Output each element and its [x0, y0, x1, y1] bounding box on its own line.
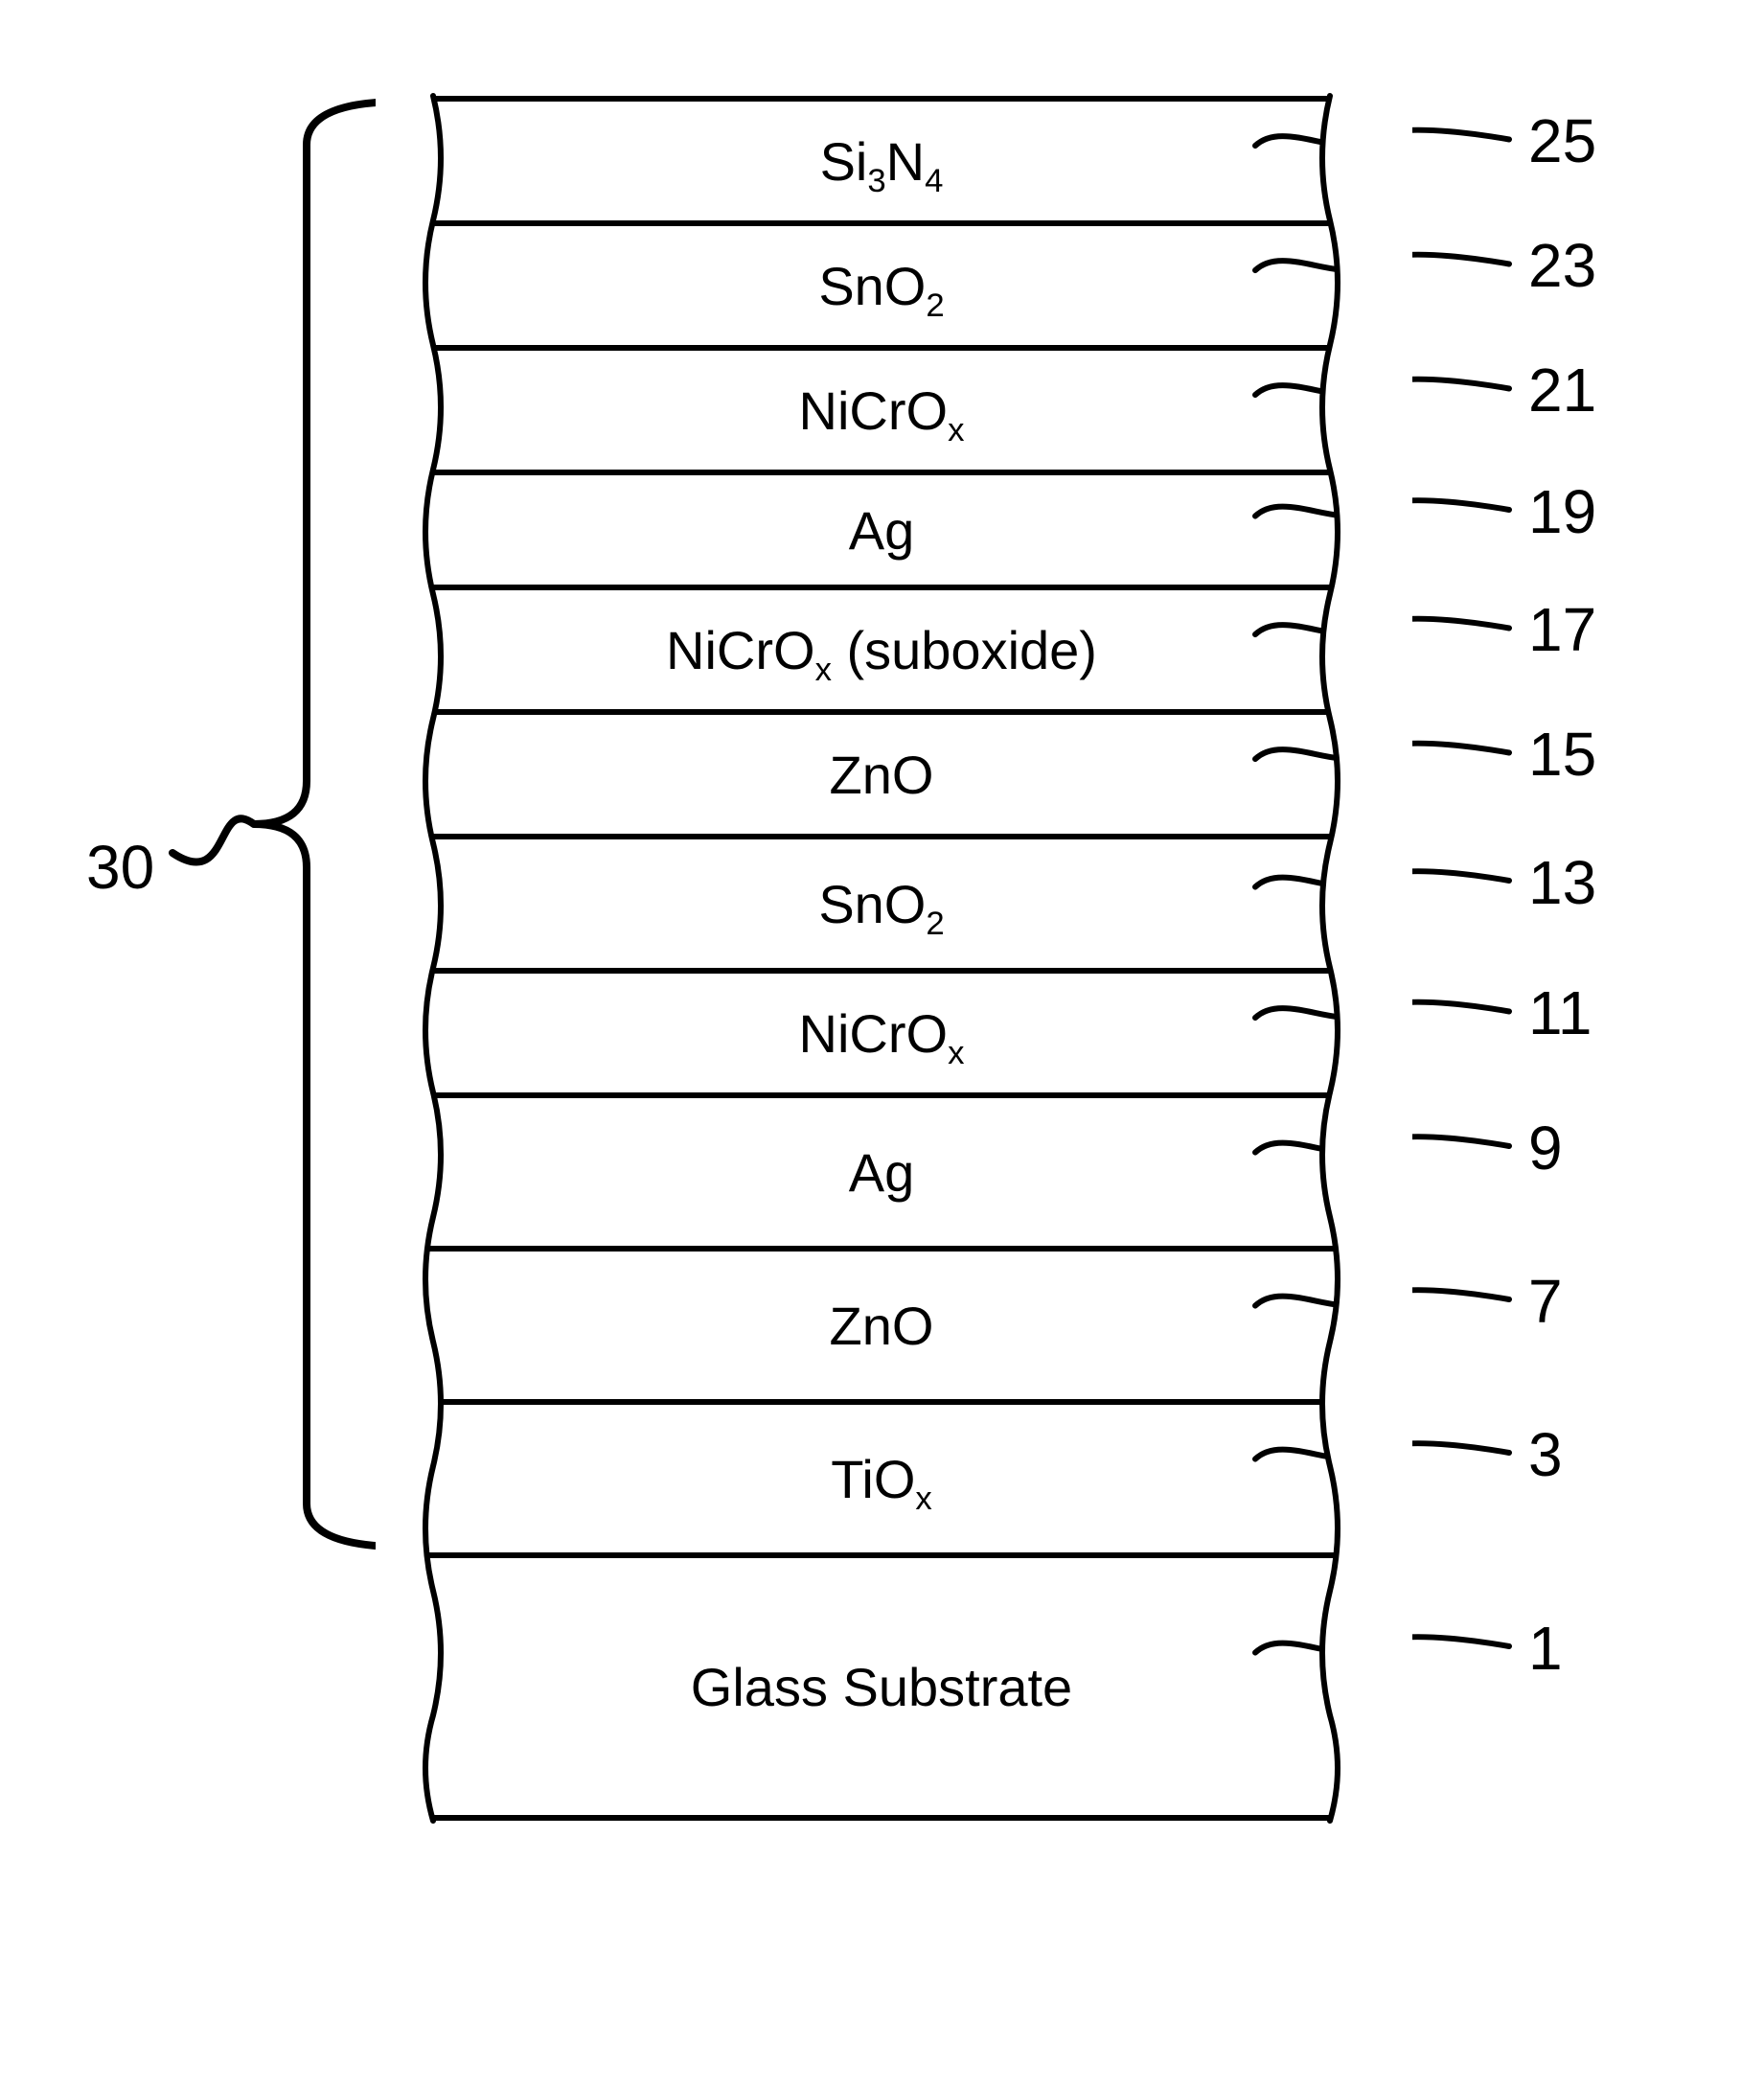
- bracket-30: [0, 0, 1764, 2090]
- ref-label-30: 30: [86, 832, 154, 903]
